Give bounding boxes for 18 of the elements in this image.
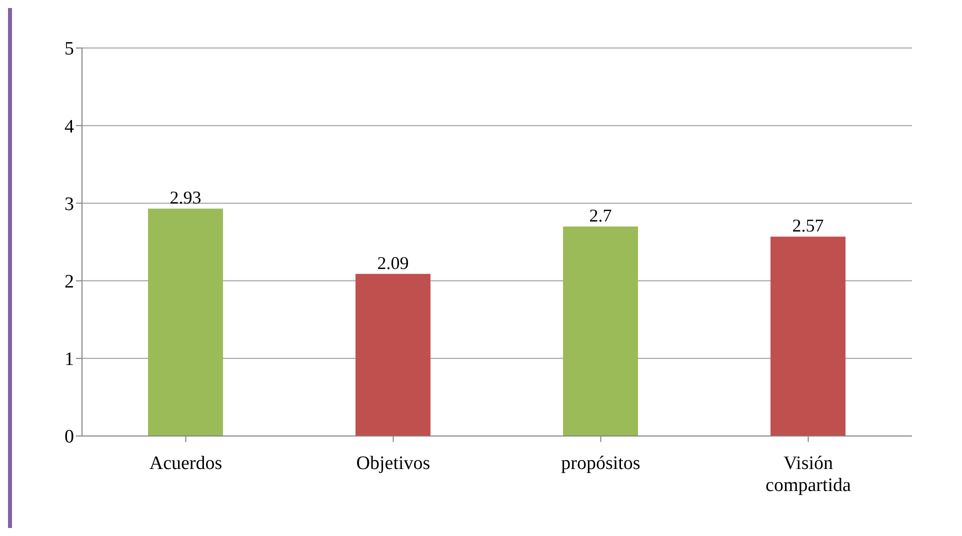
x-tick-label: Objetivos	[356, 453, 430, 474]
y-tick-label: 4	[64, 116, 74, 138]
y-tick-label: 0	[64, 426, 74, 448]
y-tick-label: 3	[64, 194, 74, 215]
data-label: 2.7	[589, 205, 612, 226]
bar	[563, 226, 638, 436]
bar	[356, 274, 430, 436]
y-tick-label: 2	[64, 272, 74, 293]
bar	[148, 208, 223, 436]
x-tick-label: propósitos	[561, 453, 640, 474]
bar	[770, 236, 846, 436]
y-tick-label: 1	[64, 349, 74, 370]
data-label: 2.57	[792, 216, 824, 236]
x-tick-label: Acuerdos	[149, 453, 222, 474]
data-label: 2.93	[170, 188, 202, 208]
x-tick-label: Visión compartida	[766, 453, 852, 496]
data-label: 2.09	[377, 252, 409, 273]
y-tick-label: 5	[64, 38, 74, 60]
